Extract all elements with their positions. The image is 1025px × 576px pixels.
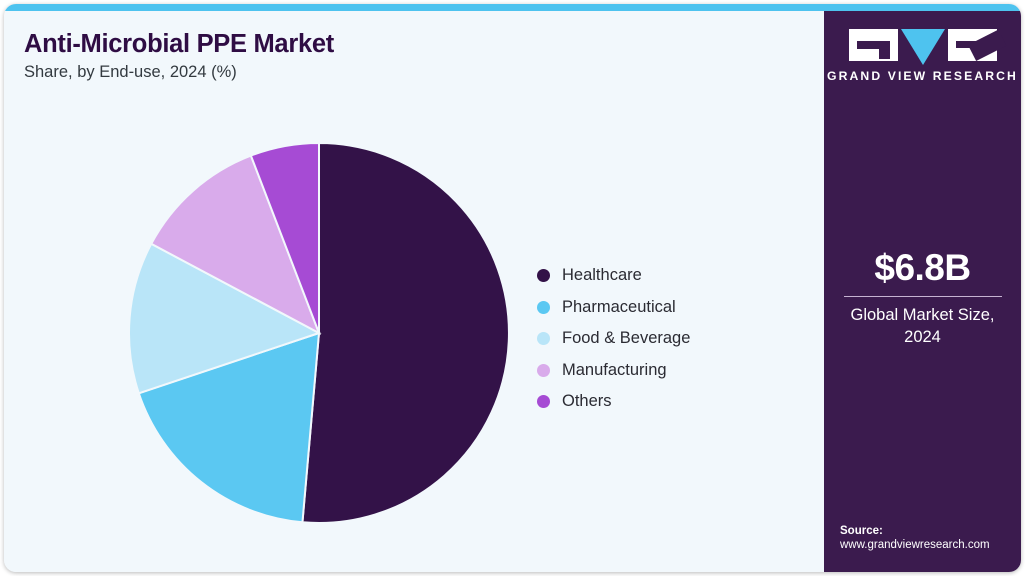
- pie-chart: [122, 136, 516, 530]
- legend-item-others[interactable]: Others: [537, 386, 787, 418]
- stat-caption: Global Market Size, 2024: [850, 305, 995, 347]
- legend-item-label: Food & Beverage: [562, 329, 691, 348]
- logo-g-notch: [856, 41, 890, 49]
- brand-name: GRAND VIEW RESEARCH: [827, 69, 1018, 83]
- legend-item-label: Manufacturing: [562, 360, 667, 379]
- chart-legend: Healthcare Pharmaceutical Food & Beverag…: [537, 260, 787, 418]
- logo-letter-r-icon: [947, 29, 1006, 62]
- pie-slice-group: [128, 141, 510, 524]
- legend-item-label: Pharmaceutical: [562, 297, 676, 316]
- chart-card: Anti-Microbial PPE Market Share, by End-…: [4, 4, 1021, 572]
- chart-pane: Anti-Microbial PPE Market Share, by End-…: [4, 11, 824, 572]
- pie-slice[interactable]: [128, 242, 322, 395]
- stat-value: $6.8B: [874, 247, 971, 288]
- legend-swatch-icon: [537, 395, 550, 409]
- pie-slice[interactable]: [137, 331, 321, 524]
- logo-letter-g-icon: [848, 29, 898, 61]
- legend-swatch-icon: [537, 269, 550, 283]
- legend-item-label: Others: [562, 392, 612, 411]
- logo-r-leg: [967, 29, 1006, 62]
- logo-letter-v-triangle-icon: [900, 29, 945, 65]
- page-subtitle: Share, by End-use, 2024 (%): [24, 63, 237, 81]
- legend-item-manufacturing[interactable]: Manufacturing: [537, 355, 787, 387]
- pie-slice[interactable]: [301, 141, 510, 524]
- legend-swatch-icon: [537, 332, 550, 346]
- pie-chart-svg: [128, 141, 510, 524]
- stat-divider: [843, 295, 1002, 297]
- legend-item-food-beverage[interactable]: Food & Beverage: [537, 323, 787, 355]
- top-accent-bar: [4, 4, 1021, 11]
- legend-swatch-icon: [537, 363, 550, 377]
- pie-slice[interactable]: [249, 141, 320, 334]
- page-title: Anti-Microbial PPE Market: [24, 30, 334, 58]
- source-block: Source: www.grandviewresearch.com: [840, 525, 1020, 551]
- pie-slice[interactable]: [149, 154, 321, 336]
- source-label: Source:: [840, 525, 883, 537]
- brand-sidebar: GRAND VIEW RESEARCH $6.8B Global Market …: [824, 11, 1021, 572]
- market-size-stat: $6.8B Global Market Size, 2024: [824, 247, 1021, 348]
- legend-item-pharmaceutical[interactable]: Pharmaceutical: [537, 292, 787, 324]
- legend-item-label: Healthcare: [562, 266, 642, 285]
- legend-swatch-icon: [537, 300, 550, 314]
- source-url[interactable]: www.grandviewresearch.com: [840, 539, 990, 551]
- logo-g-notch-vertical: [878, 41, 890, 59]
- legend-item-healthcare[interactable]: Healthcare: [537, 260, 787, 292]
- gvr-logo-icon: [848, 29, 1006, 65]
- brand-logo: GRAND VIEW RESEARCH: [824, 29, 1021, 83]
